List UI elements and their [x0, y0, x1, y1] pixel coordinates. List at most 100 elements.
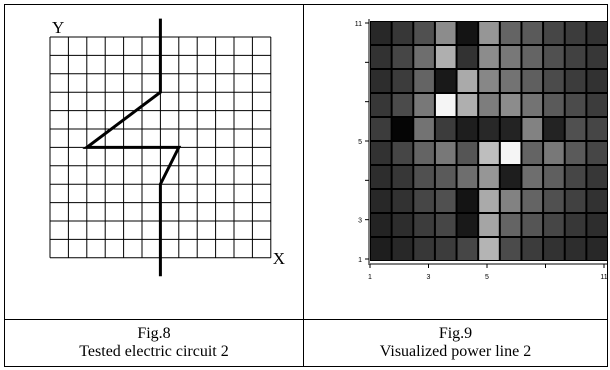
- heatmap-cell: [371, 22, 391, 44]
- fig9-caption: Visualized power line 2: [379, 343, 532, 360]
- heatmap-cell: [435, 238, 456, 260]
- heatmap-cell: [479, 166, 499, 188]
- heatmap-cell: [522, 70, 543, 92]
- heatmap-cell: [587, 70, 607, 92]
- fig8-caption: Tested electric circuit 2: [79, 343, 229, 360]
- heatmap-cell: [544, 142, 564, 164]
- heatmap-cell: [479, 142, 499, 164]
- y-tick-label: 5: [358, 139, 362, 146]
- heatmap-cell: [522, 214, 543, 236]
- heatmap-cell: [435, 214, 456, 236]
- heatmap-cell: [544, 214, 564, 236]
- heatmap-cell: [565, 70, 586, 92]
- heatmap-cell: [522, 190, 543, 212]
- heatmap-cell: [457, 70, 478, 92]
- x-tick-label: 5: [485, 274, 489, 281]
- heatmap-cell: [392, 118, 413, 140]
- heatmap-cell: [565, 46, 586, 68]
- heatmap-cell: [587, 166, 607, 188]
- fig8-caption-cell: Fig.8 Tested electric circuit 2: [4, 319, 304, 367]
- fig8-label: Fig.8: [137, 325, 171, 342]
- heatmap-cell: [544, 118, 564, 140]
- heatmap-cell: [587, 94, 607, 116]
- heatmap-cell: [544, 238, 564, 260]
- fig9-heatmap: 1 3 5 11 11 5 3 1: [355, 19, 607, 281]
- x-tick-label: 3: [427, 274, 431, 281]
- heatmap-cell: [565, 190, 586, 212]
- heatmap-cell: [435, 166, 456, 188]
- heatmap-cell: [392, 214, 413, 236]
- heatmap-cell: [500, 94, 521, 116]
- heatmap-cell: [565, 94, 586, 116]
- heatmap-cell: [457, 46, 478, 68]
- heatmap-cell: [392, 70, 413, 92]
- heatmap-cell: [479, 22, 499, 44]
- heatmap-cell: [457, 166, 478, 188]
- heatmap-cell: [414, 238, 434, 260]
- fig9-caption-cell: Fig.9 Visualized power line 2: [303, 319, 608, 367]
- heatmap-cell: [392, 142, 413, 164]
- heatmap-cell: [587, 142, 607, 164]
- heatmap-cell: [544, 46, 564, 68]
- heatmap-cell: [371, 166, 391, 188]
- heatmap-cell: [479, 214, 499, 236]
- heatmap-cell: [435, 190, 456, 212]
- heatmap-cell: [392, 190, 413, 212]
- heatmap-cell: [371, 94, 391, 116]
- heatmap-cell: [392, 238, 413, 260]
- heatmap-cell: [544, 22, 564, 44]
- heatmap-cell: [479, 190, 499, 212]
- heatmap-cell: [435, 142, 456, 164]
- x-tick-label: 1: [368, 274, 372, 281]
- heatmap-cell: [414, 166, 434, 188]
- fig9-panel: 1 3 5 11 11 5 3 1: [303, 4, 608, 320]
- heatmap-cell: [479, 46, 499, 68]
- heatmap-cell: [371, 118, 391, 140]
- fig9-label: Fig.9: [438, 325, 473, 342]
- heatmap-cell: [565, 214, 586, 236]
- heatmap-cell: [500, 142, 521, 164]
- heatmap-cell: [565, 238, 586, 260]
- heatmap-cell: [500, 118, 521, 140]
- heatmap-cell: [565, 118, 586, 140]
- heatmap-cell: [544, 166, 564, 188]
- heatmap-cell: [392, 166, 413, 188]
- heatmap-cell: [371, 238, 391, 260]
- heatmap-cell: [457, 22, 478, 44]
- heatmap-cell: [371, 142, 391, 164]
- heatmap-cell: [414, 22, 434, 44]
- heatmap-cell: [500, 190, 521, 212]
- heatmap-cell: [457, 238, 478, 260]
- heatmap-cell: [371, 46, 391, 68]
- heatmap-cell: [457, 118, 478, 140]
- heatmap-cell: [414, 214, 434, 236]
- heatmap-cell: [587, 190, 607, 212]
- heatmap-cell: [565, 22, 586, 44]
- circuit-wire: [82, 18, 182, 277]
- x-tick-label: 11: [600, 274, 607, 281]
- heatmap-cell: [414, 46, 434, 68]
- heatmap-cell: [435, 94, 456, 116]
- heatmap-cell: [371, 190, 391, 212]
- x-axis-label: X: [273, 249, 285, 268]
- heatmap-cell: [522, 118, 543, 140]
- heatmap-cell: [414, 142, 434, 164]
- heatmap-cell: [522, 166, 543, 188]
- heatmap-cell: [479, 238, 499, 260]
- y-axis-label: Y: [52, 18, 64, 37]
- heatmap-cell: [414, 190, 434, 212]
- heatmap-cell: [500, 214, 521, 236]
- heatmap-cell: [392, 46, 413, 68]
- heatmap-cell: [435, 70, 456, 92]
- heatmap-cell: [500, 166, 521, 188]
- heatmap-cell: [371, 214, 391, 236]
- heatmap-cell: [587, 214, 607, 236]
- heatmap-cell: [479, 70, 499, 92]
- heatmap-cell: [435, 118, 456, 140]
- heatmap-cell: [522, 238, 543, 260]
- y-tick-label: 1: [358, 257, 362, 264]
- heatmap-cell: [500, 70, 521, 92]
- y-tick-label: 11: [355, 21, 362, 28]
- heatmap-cell: [544, 190, 564, 212]
